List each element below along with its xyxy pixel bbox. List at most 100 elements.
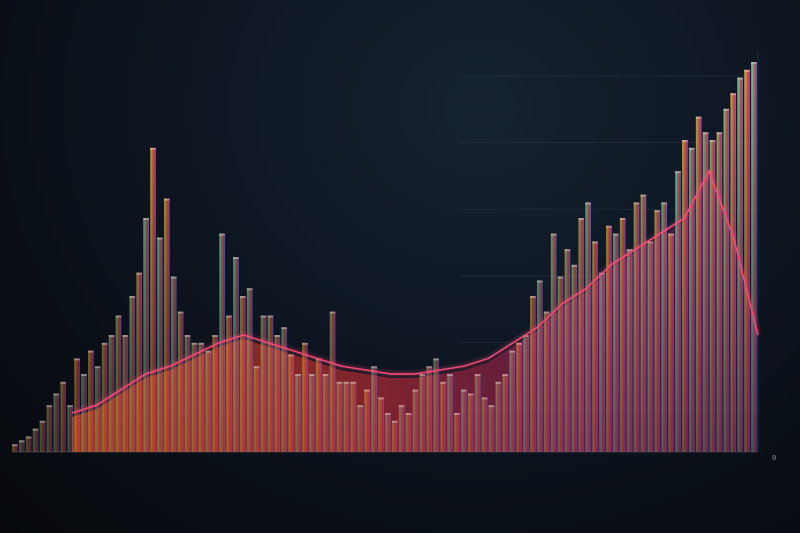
bar-cap: [143, 218, 149, 220]
bar: [205, 350, 212, 452]
bar: [163, 198, 170, 452]
bar-cap: [136, 272, 142, 275]
bar-cap: [578, 218, 585, 220]
bar: [12, 444, 18, 452]
bar-cap: [309, 374, 315, 376]
bar: [516, 342, 522, 452]
bar: [281, 327, 288, 452]
bar-cap: [371, 366, 377, 369]
bar-cap: [350, 381, 357, 384]
bar-cap: [661, 202, 667, 205]
bar-cap: [378, 397, 384, 400]
bar: [322, 374, 329, 452]
bar: [730, 93, 737, 452]
bar-cap: [94, 366, 101, 369]
bar-cap: [288, 354, 294, 357]
bar-cap: [612, 233, 619, 236]
bar-cap: [571, 264, 578, 267]
bar: [536, 280, 543, 452]
bar-cap: [364, 389, 370, 392]
bar: [32, 428, 39, 452]
bar-cap: [108, 335, 115, 337]
bar-cap: [723, 108, 730, 111]
bar: [219, 233, 225, 452]
bar: [239, 296, 246, 452]
bar: [53, 393, 60, 452]
bar-cap: [198, 342, 205, 345]
bar-cap: [488, 405, 495, 408]
bar-cap: [170, 276, 177, 279]
bar: [94, 366, 101, 452]
bar-cap: [619, 218, 626, 220]
bar: [599, 272, 605, 452]
bar-cap: [751, 62, 757, 64]
bar: [447, 374, 453, 452]
bar: [336, 381, 343, 452]
y-tick-label: 0: [772, 454, 776, 462]
bar: [675, 171, 681, 452]
bar-cap: [398, 405, 405, 408]
bar-cap: [647, 241, 654, 244]
bar-cap: [709, 140, 716, 142]
bar: [129, 296, 136, 452]
bar-cap: [115, 315, 122, 318]
bar: [474, 374, 481, 452]
bar: [647, 241, 654, 452]
bar: [426, 366, 433, 452]
bar-cap: [447, 374, 453, 376]
bar-cap: [74, 358, 80, 361]
bar-cap: [191, 342, 198, 345]
bar-cap: [682, 140, 688, 142]
bar: [633, 202, 640, 452]
bar-cap: [163, 198, 170, 201]
bar-cap: [302, 342, 308, 345]
bar: [682, 140, 688, 452]
bar-cap: [536, 280, 543, 283]
bar-cap: [246, 288, 253, 291]
line-series: [71, 169, 759, 414]
bar: [391, 420, 398, 452]
bar: [74, 358, 80, 452]
bar-cap: [53, 393, 60, 396]
bar-cap: [509, 350, 515, 353]
bar-cap: [385, 413, 391, 415]
bar: [309, 374, 315, 452]
bar-cap: [46, 405, 53, 408]
bar-cap: [502, 374, 509, 376]
bar-cap: [668, 233, 674, 236]
bar: [419, 374, 426, 452]
bar-cap: [550, 233, 557, 236]
bar-cap: [101, 342, 108, 345]
bar: [191, 342, 198, 452]
bar: [18, 440, 25, 452]
bar-cap: [60, 381, 67, 384]
bar-cap: [150, 147, 156, 150]
bar: [744, 69, 750, 453]
bar: [329, 311, 336, 452]
bar-cap: [474, 374, 481, 376]
bar-cap: [460, 389, 467, 392]
bar-cap: [702, 132, 709, 135]
bar: [115, 315, 122, 452]
bar: [716, 132, 723, 452]
bar-cap: [592, 241, 598, 244]
bar: [246, 288, 253, 452]
bar-cap: [688, 147, 695, 150]
bar-cap: [391, 420, 398, 423]
bar: [695, 116, 702, 452]
bar: [668, 233, 674, 452]
bar: [585, 202, 591, 452]
bar: [378, 397, 384, 452]
bar-cap: [267, 315, 274, 318]
bar: [751, 62, 757, 452]
bar-cap: [129, 296, 136, 298]
bar-cap: [557, 276, 564, 279]
bar-cap: [177, 311, 184, 314]
bar: [723, 108, 730, 453]
bar-cap: [516, 342, 522, 345]
bar: [543, 311, 550, 452]
bar: [212, 335, 218, 452]
y-axis: 0: [772, 454, 776, 462]
bar-cap: [405, 413, 412, 415]
bar-cap: [640, 194, 647, 197]
